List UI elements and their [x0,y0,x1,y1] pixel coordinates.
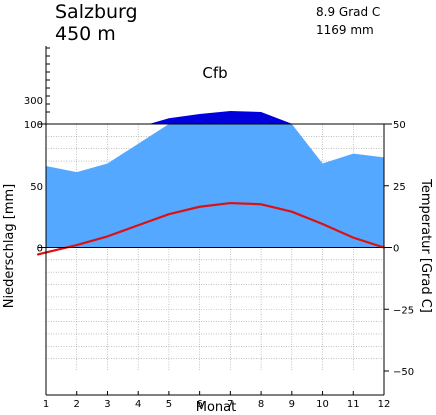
x-tick-label: 10 [316,399,329,410]
x-tick-label: 11 [347,399,360,410]
temperature-line [36,201,386,256]
annual-precipitation: 1169 mm [316,23,374,37]
x-tick-label: 12 [378,399,391,410]
right-tick-label: −25 [393,305,414,316]
x-tick-label: 2 [74,399,80,410]
precipitation-area [46,111,384,248]
axes [38,46,392,396]
left-tick-label-upper: 300 [24,96,43,107]
left-tick-label: 0 [37,244,43,255]
x-axis-label: Monat [196,400,236,415]
precipitation-excess-fill [149,111,293,124]
x-tick-label: 7 [227,399,233,410]
annual-temperature: 8.9 Grad C [316,5,380,19]
x-tick-label: 3 [104,399,110,410]
x-tick-label: 9 [289,399,295,410]
left-tick-label: 100 [24,120,43,131]
right-tick-label: −50 [393,367,414,378]
x-tick-label: 6 [196,399,202,410]
x-tick-label: 5 [166,399,172,410]
x-tick-label: 4 [135,399,141,410]
climate-class: Cfb [202,64,227,82]
y-axis-label-right: Temperatur [Grad C] [418,178,433,313]
x-tick-label: 8 [258,399,264,410]
temperature-series [36,201,386,256]
right-tick-label: 25 [393,182,406,193]
right-tick-label: 50 [393,120,406,131]
station-name: Salzburg [55,1,138,23]
x-tick-label: 1 [43,399,49,410]
left-tick-label: 50 [30,182,43,193]
y-axis-label-left: Niederschlag [mm] [2,184,17,309]
precipitation-fill [46,124,384,248]
station-elevation: 450 m [55,23,116,45]
right-tick-label: 0 [393,244,399,255]
